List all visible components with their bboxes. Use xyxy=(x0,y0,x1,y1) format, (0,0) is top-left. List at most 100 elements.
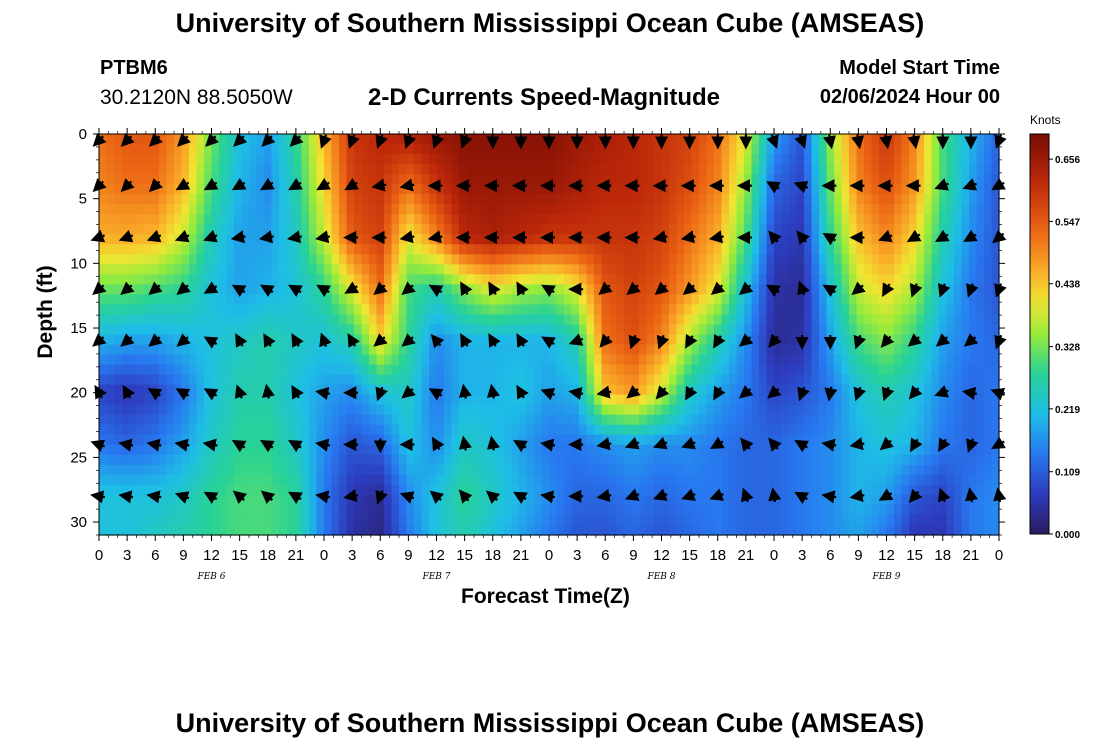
heatmap-cell xyxy=(459,374,468,386)
heatmap-cell xyxy=(871,504,880,516)
heatmap-cell xyxy=(114,334,123,346)
heatmap-cell xyxy=(429,194,438,205)
heatmap-cell xyxy=(414,324,423,336)
heatmap-cell xyxy=(324,224,333,235)
heatmap-cell xyxy=(954,444,963,456)
heatmap-cell xyxy=(414,214,423,225)
heatmap-cell xyxy=(796,484,805,496)
heatmap-cell xyxy=(841,144,850,155)
heatmap-cell xyxy=(481,194,490,205)
heatmap-cell xyxy=(174,364,183,376)
heatmap-cell xyxy=(444,184,453,195)
heatmap-cell xyxy=(984,464,993,476)
heatmap-cell xyxy=(639,374,648,386)
heatmap-cell xyxy=(391,414,400,426)
heatmap-cell xyxy=(781,414,790,426)
heatmap-cell xyxy=(459,224,468,235)
heatmap-cell xyxy=(504,344,513,356)
heatmap-cell xyxy=(391,424,400,436)
heatmap-cell xyxy=(691,214,700,225)
heatmap-cell xyxy=(279,524,288,536)
heatmap-cell xyxy=(399,194,408,205)
heatmap-cell xyxy=(931,284,940,296)
heatmap-cell xyxy=(766,164,775,175)
heatmap-cell xyxy=(961,424,970,436)
heatmap-cell xyxy=(781,214,790,225)
heatmap-cell xyxy=(631,194,640,205)
heatmap-cell xyxy=(909,244,918,255)
heatmap-cell xyxy=(211,194,220,205)
heatmap-cell xyxy=(639,404,648,416)
current-vector-arrow xyxy=(319,332,332,348)
heatmap-cell xyxy=(256,264,265,275)
heatmap-cell xyxy=(594,244,603,255)
heatmap-cell xyxy=(136,204,145,215)
heatmap-cell xyxy=(339,154,348,165)
heatmap-cell xyxy=(256,484,265,496)
heatmap-cell xyxy=(661,164,670,175)
heatmap-cell xyxy=(601,304,610,316)
heatmap-cell xyxy=(624,364,633,376)
heatmap-cell xyxy=(916,414,925,426)
heatmap-cell xyxy=(669,214,678,225)
heatmap-cell xyxy=(316,484,325,496)
heatmap-cell xyxy=(234,194,243,205)
heatmap-cell xyxy=(459,264,468,275)
heatmap-cell xyxy=(151,204,160,215)
heatmap-cell xyxy=(301,474,310,486)
current-vector-arrow xyxy=(652,230,668,244)
heatmap-cell xyxy=(436,484,445,496)
heatmap-cell xyxy=(451,244,460,255)
heatmap-cell xyxy=(121,324,130,336)
heatmap-cell xyxy=(496,384,505,396)
heatmap-cell xyxy=(594,344,603,356)
heatmap-cell xyxy=(616,474,625,486)
heatmap-cell xyxy=(466,314,475,326)
heatmap-cell xyxy=(466,224,475,235)
heatmap-cell xyxy=(976,504,985,516)
heatmap-cell xyxy=(241,364,250,376)
heatmap-cell xyxy=(781,254,790,265)
heatmap-cell xyxy=(556,444,565,456)
heatmap-cell xyxy=(519,244,528,255)
heatmap-cell xyxy=(196,484,205,496)
heatmap-cell xyxy=(136,214,145,225)
heatmap-cell xyxy=(399,174,408,185)
heatmap-cell xyxy=(211,424,220,436)
heatmap-cell xyxy=(189,424,198,436)
heatmap-cell xyxy=(196,144,205,155)
heatmap-cell xyxy=(699,374,708,386)
heatmap-cell xyxy=(129,154,138,165)
heatmap-cell xyxy=(279,474,288,486)
heatmap-cell xyxy=(796,174,805,185)
heatmap-cell xyxy=(331,224,340,235)
heatmap-cell xyxy=(594,464,603,476)
heatmap-cell xyxy=(121,144,130,155)
heatmap-cell xyxy=(286,344,295,356)
heatmap-cell xyxy=(931,164,940,175)
heatmap-cell xyxy=(474,504,483,516)
heatmap-cell xyxy=(369,134,378,145)
heatmap-cell xyxy=(654,514,663,526)
heatmap-cell xyxy=(256,154,265,165)
current-vector-arrow xyxy=(146,229,162,243)
heatmap-cell xyxy=(646,364,655,376)
heatmap-cell xyxy=(961,524,970,536)
heatmap-cell xyxy=(834,404,843,416)
heatmap-cell xyxy=(781,224,790,235)
heatmap-cell xyxy=(909,324,918,336)
heatmap-cell xyxy=(286,524,295,536)
heatmap-cell xyxy=(916,304,925,316)
heatmap-cell xyxy=(714,314,723,326)
heatmap-cell xyxy=(684,254,693,265)
heatmap-cell xyxy=(549,254,558,265)
heatmap-cell xyxy=(669,474,678,486)
heatmap-cell xyxy=(984,364,993,376)
heatmap-cell xyxy=(796,514,805,526)
heatmap-cell xyxy=(984,504,993,516)
heatmap-cell xyxy=(586,244,595,255)
current-vector-arrow xyxy=(401,333,416,347)
heatmap-cell xyxy=(136,354,145,366)
heatmap-cell xyxy=(451,494,460,506)
heatmap-cell xyxy=(324,314,333,326)
